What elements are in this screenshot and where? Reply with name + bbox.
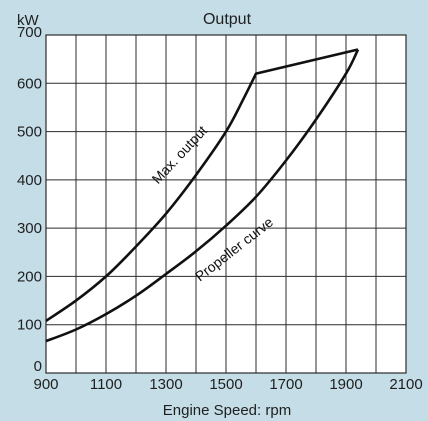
chart-title: Output [203,11,252,28]
y-axis-unit-label: kW [17,12,40,29]
x-tick-label: 1100 [90,376,122,393]
x-tick-label: 1700 [269,376,302,393]
y-tick-label: 300 [17,220,42,237]
max-output-line [45,48,359,322]
x-tick-label: 1900 [329,376,362,393]
x-tick-label: 1300 [149,376,182,393]
y-tick-label: 500 [17,124,42,141]
y-tick-label: 600 [17,75,42,92]
grid-lines [46,35,406,373]
y-tick-label: 100 [17,317,42,334]
y-tick-label: 0 [34,358,42,375]
y-tick-label: 200 [17,268,42,285]
x-tick-label: 1500 [209,376,242,393]
series-lines [45,48,360,343]
axis-ticks: 900 1100 1300 1500 1700 1900 2100 0 100 200 300 400… [17,24,423,393]
propeller-curve-line [45,48,360,343]
x-tick-label: 900 [33,376,58,393]
x-tick-label: 2100 [389,376,422,393]
y-tick-label: 700 [17,24,42,41]
y-tick-label: 400 [17,172,42,189]
x-axis-label: Engine Speed: rpm [163,402,291,419]
